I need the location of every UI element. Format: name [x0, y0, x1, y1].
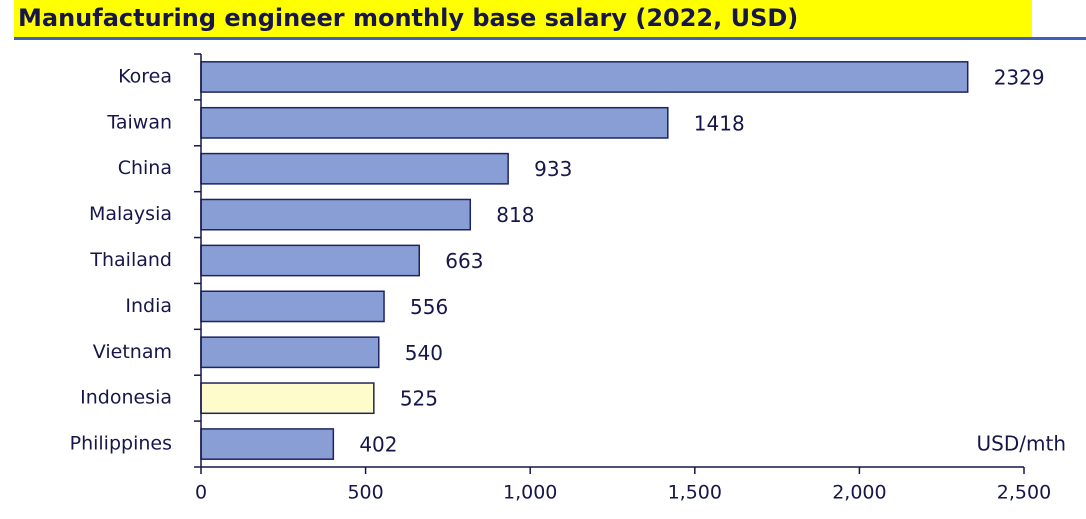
- value-label: 663: [445, 249, 483, 273]
- value-label: 1418: [694, 111, 745, 135]
- value-label: 525: [400, 387, 438, 411]
- bar: [200, 428, 335, 460]
- value-label: 556: [410, 295, 448, 319]
- chart-title: Manufacturing engineer monthly base sala…: [18, 4, 798, 32]
- bar: [200, 382, 375, 415]
- bar: [200, 336, 380, 369]
- value-label: 540: [405, 341, 443, 365]
- value-label: 402: [359, 433, 397, 457]
- y-tick-label: Thailand: [89, 249, 172, 271]
- y-tick-label: China: [118, 157, 172, 179]
- y-tick-label: Indonesia: [80, 387, 172, 409]
- x-tick-label: 0: [195, 482, 207, 504]
- bar: [200, 198, 472, 231]
- x-tick-label: 1,000: [503, 482, 557, 504]
- unit-annotation: USD/mth: [977, 432, 1066, 456]
- y-tick-label: Vietnam: [93, 341, 172, 363]
- y-tick-label: Taiwan: [106, 111, 172, 133]
- value-label: 818: [496, 203, 534, 227]
- bar: [200, 290, 385, 323]
- x-tick-label: 2,000: [832, 482, 886, 504]
- title-background: [14, 0, 1032, 37]
- bar: [200, 152, 509, 185]
- value-label: 2329: [994, 65, 1045, 89]
- y-tick-label: Malaysia: [89, 203, 172, 225]
- x-tick-label: 1,500: [668, 482, 722, 504]
- y-tick-label: India: [125, 295, 172, 317]
- x-tick-label: 2,500: [997, 482, 1051, 504]
- value-label: 933: [534, 157, 572, 181]
- y-tick-label: Korea: [118, 65, 172, 87]
- x-tick-label: 500: [347, 482, 383, 504]
- bar: [200, 244, 421, 277]
- y-tick-label: Philippines: [70, 433, 172, 455]
- bar: [200, 61, 969, 93]
- bar: [200, 106, 669, 139]
